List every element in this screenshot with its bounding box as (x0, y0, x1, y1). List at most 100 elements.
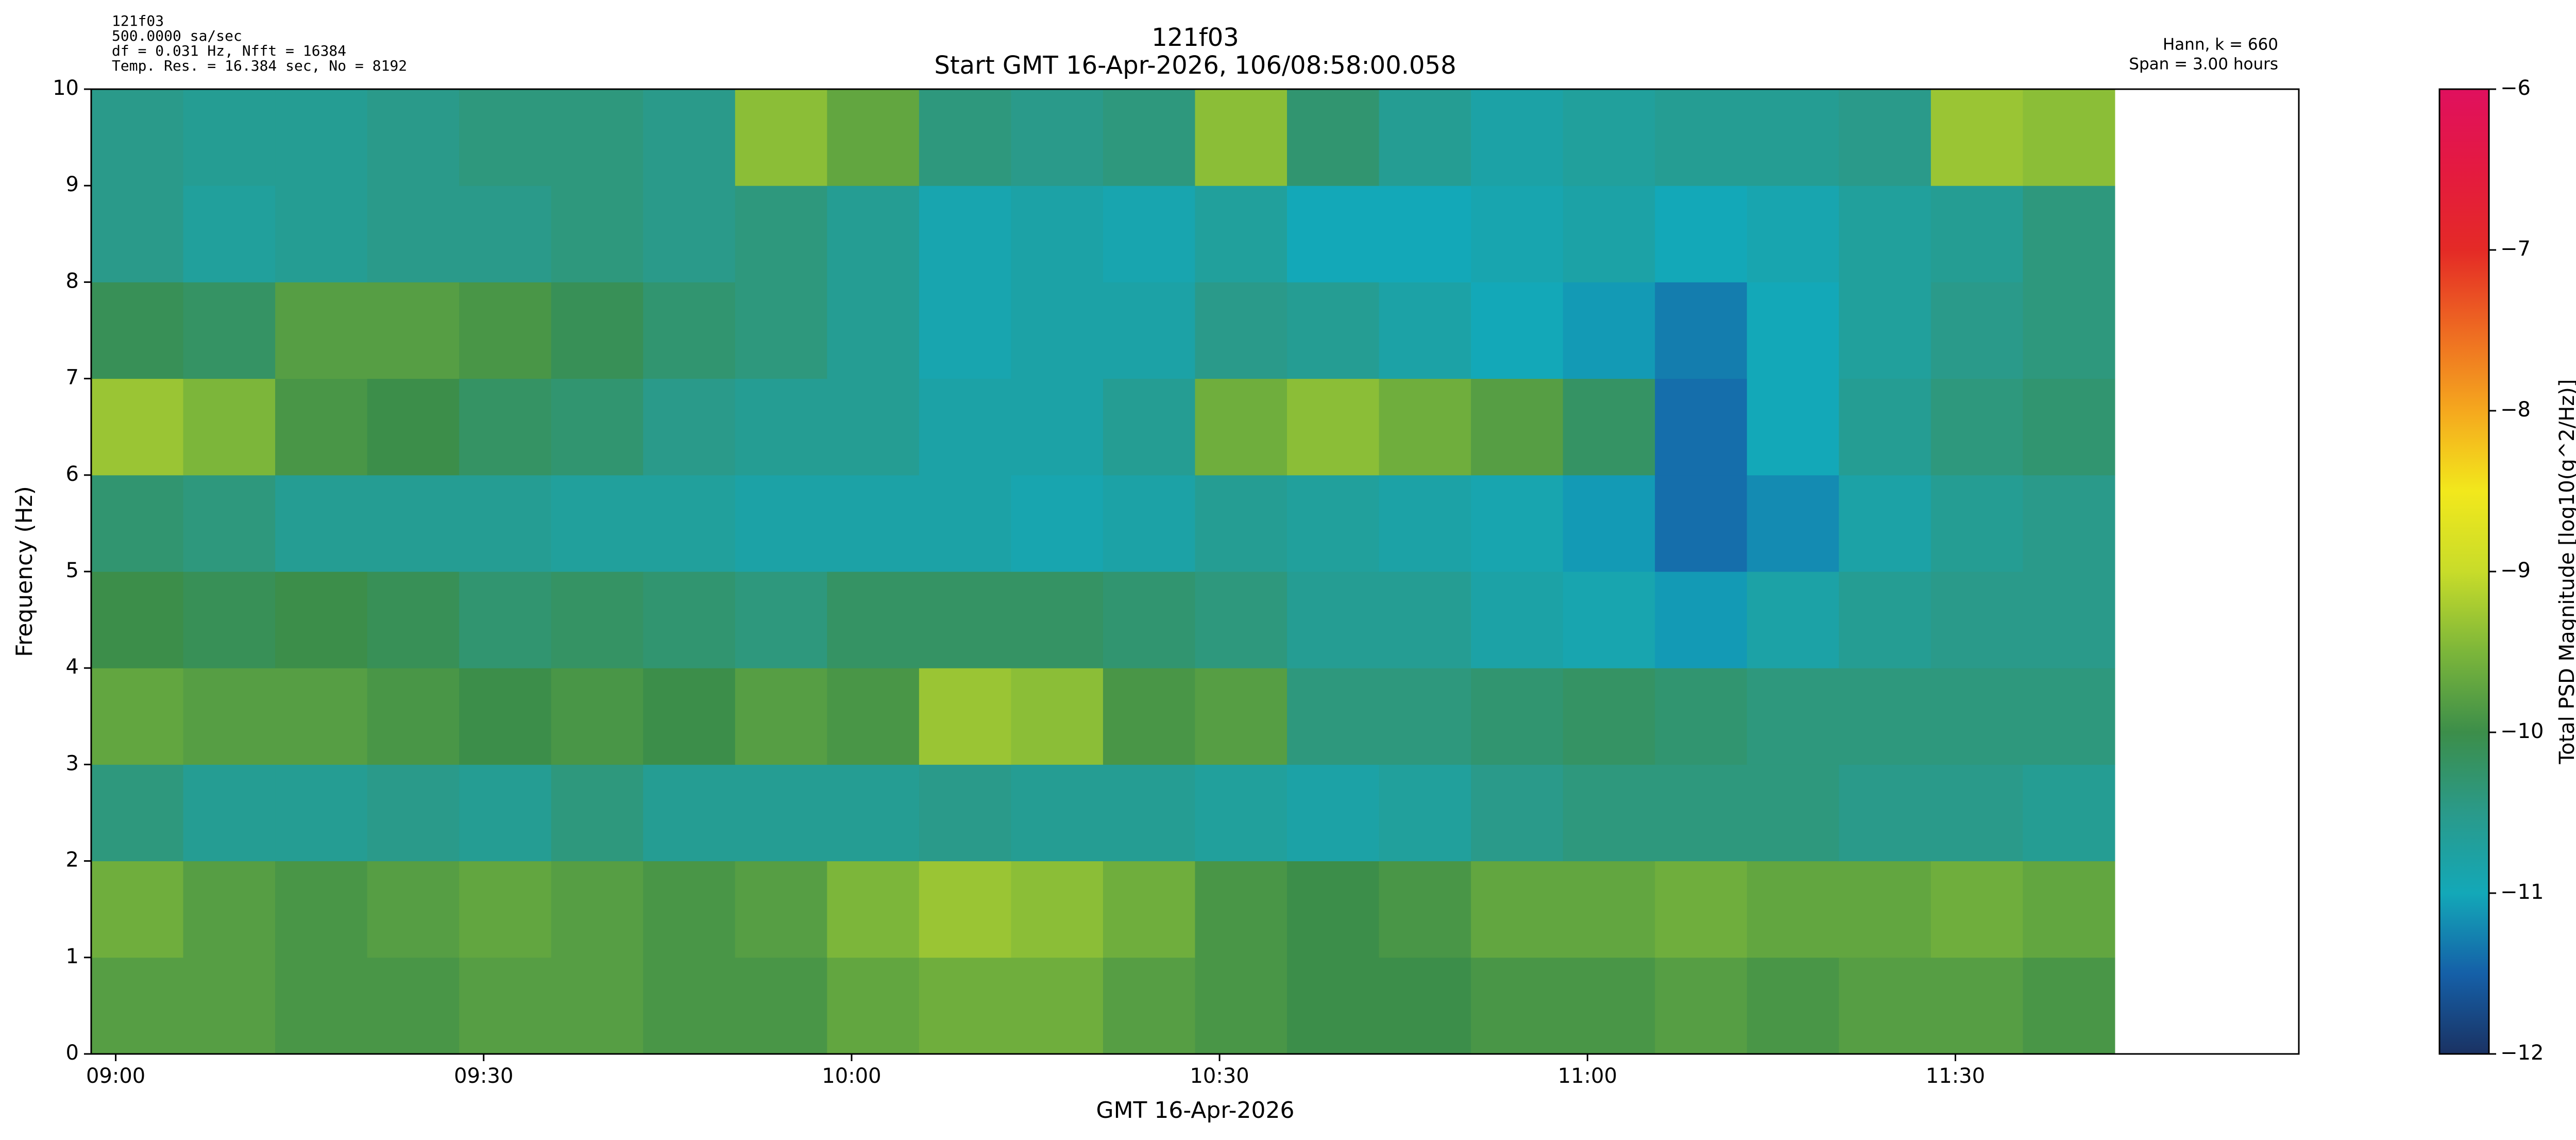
heatmap-cell (459, 282, 552, 379)
y-tick-label: 3 (66, 751, 79, 775)
heatmap-cell (275, 668, 368, 765)
heatmap-cell (367, 764, 460, 862)
heatmap-cell (2023, 957, 2115, 1054)
heatmap-cell (1563, 475, 1655, 572)
heatmap-cell (643, 861, 736, 958)
heatmap-cell (919, 957, 1011, 1054)
heatmap-cell (459, 668, 552, 765)
heatmap-cell (643, 572, 736, 668)
heatmap-cell (1471, 186, 1564, 282)
heatmap-cell (275, 764, 368, 862)
heatmap-cell (91, 957, 184, 1054)
y-tick-label: 4 (66, 655, 79, 679)
heatmap-cell (183, 668, 276, 765)
heatmap-cell (183, 378, 276, 476)
heatmap-cell (643, 378, 736, 476)
heatmap-cell (1930, 764, 2023, 862)
heatmap-cell (91, 378, 184, 476)
heatmap-cell (1011, 378, 1104, 476)
colorbar-tick-label: −11 (2500, 880, 2544, 904)
heatmap-cell (1379, 475, 1471, 572)
heatmap-cell (2023, 475, 2115, 572)
heatmap-cell (551, 475, 643, 572)
heatmap-cell (1563, 89, 1655, 186)
heatmap-cell (551, 764, 643, 862)
heatmap-cell (1103, 378, 1195, 476)
heatmap-cell (1839, 282, 1931, 379)
heatmap-cell (827, 764, 920, 862)
heatmap-cell (827, 89, 920, 186)
heatmap-cell (1930, 89, 2023, 186)
heatmap-cell (919, 282, 1011, 379)
heatmap-cell (551, 378, 643, 476)
heatmap-cell (1379, 282, 1471, 379)
heatmap-cell (1655, 378, 1748, 476)
heatmap-cell (1563, 572, 1655, 668)
heatmap-cell (919, 764, 1011, 862)
heatmap-cell (1747, 378, 1839, 476)
heatmap-cell (1379, 764, 1471, 862)
heatmap-cell (1103, 957, 1195, 1054)
heatmap-cell (551, 572, 643, 668)
heatmap-cell (1930, 861, 2023, 958)
chart-subtitle: Start GMT 16-Apr-2026, 106/08:58:00.058 (934, 51, 1456, 80)
heatmap-cell (1011, 186, 1104, 282)
heatmap-cell (367, 378, 460, 476)
heatmap-cell (275, 186, 368, 282)
heatmap-cell (367, 186, 460, 282)
heatmap-cell (1103, 861, 1195, 958)
heatmap-cell (735, 668, 827, 765)
heatmap-cell (1379, 572, 1471, 668)
heatmap-cell (1563, 957, 1655, 1054)
heatmap-cell (1839, 764, 1931, 862)
heatmap-cell (735, 89, 827, 186)
heatmap-cell (91, 861, 184, 958)
heatmap-cell (1839, 668, 1931, 765)
heatmap-cell (1563, 861, 1655, 958)
heatmap-cell (919, 378, 1011, 476)
y-tick-label: 10 (53, 76, 79, 100)
heatmap-cell (551, 282, 643, 379)
y-axis-label: Frequency (Hz) (11, 486, 38, 657)
heatmap-cell (1839, 378, 1931, 476)
heatmap-cell (1563, 668, 1655, 765)
heatmap-cell (459, 378, 552, 476)
heatmap-cell (827, 282, 920, 379)
heatmap-cell (1379, 668, 1471, 765)
heatmap-cell (1930, 957, 2023, 1054)
heatmap-cell (919, 668, 1011, 765)
heatmap-cell (275, 475, 368, 572)
heatmap-cell (735, 957, 827, 1054)
heatmap-cell (1195, 475, 1287, 572)
heatmap-cell (275, 89, 368, 186)
y-tick-label: 9 (66, 173, 79, 196)
heatmap-cell (1195, 764, 1287, 862)
heatmap-cell (1563, 764, 1655, 862)
heatmap-cell (827, 668, 920, 765)
y-tick-label: 5 (66, 559, 79, 582)
y-tick-label: 2 (66, 848, 79, 872)
heatmap-cell (919, 475, 1011, 572)
info-text: Hann, k = 660 (2163, 36, 2278, 54)
heatmap-cell (1011, 957, 1104, 1054)
chart-title: 121f03 (1151, 23, 1239, 52)
heatmap-cell (2023, 572, 2115, 668)
heatmap-cell (183, 572, 276, 668)
heatmap-cell (551, 89, 643, 186)
heatmap-cell (551, 668, 643, 765)
heatmap-cell (1287, 957, 1380, 1054)
heatmap-cell (1471, 668, 1564, 765)
info-text: Temp. Res. = 16.384 sec, No = 8192 (112, 57, 407, 74)
heatmap-cell (275, 282, 368, 379)
y-tick-label: 0 (66, 1041, 79, 1065)
colorbar-tick-label: −12 (2500, 1041, 2544, 1065)
heatmap-cell (1930, 186, 2023, 282)
heatmap-cell (183, 764, 276, 862)
heatmap-cell (1930, 378, 2023, 476)
heatmap-cell (2023, 668, 2115, 765)
heatmap-cell (1195, 378, 1287, 476)
colorbar-tick-label: −7 (2500, 237, 2531, 261)
heatmap-cell (827, 186, 920, 282)
heatmap-cell (551, 861, 643, 958)
